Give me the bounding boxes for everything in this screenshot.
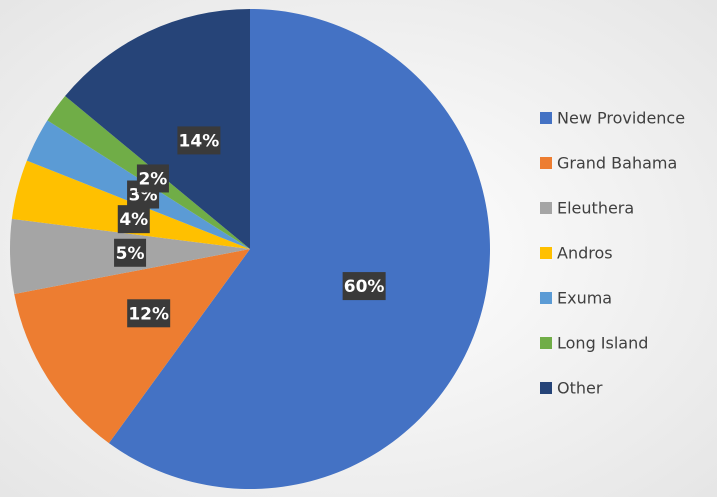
data-label-box [127,299,171,328]
legend-swatch [540,382,552,394]
data-label: 2% [138,169,167,189]
data-label: 4% [119,210,148,230]
legend-swatch [540,202,552,214]
legend-label: Grand Bahama [557,154,677,173]
legend-swatch [540,112,552,124]
legend-label: Long Island [557,334,648,353]
legend-label: Andros [557,244,613,263]
legend-swatch [540,157,552,169]
data-label: 12% [128,304,169,324]
legend-label: Exuma [557,289,612,308]
legend-label: Other [557,379,603,398]
data-label-box [117,205,150,234]
legend-label: New Providence [557,109,685,128]
pie-slice [14,249,251,444]
legend-swatch [540,337,552,349]
data-label-box [114,238,147,267]
data-label-box [136,164,169,193]
data-label: 14% [179,131,220,151]
data-label-box [177,126,221,155]
pie-slice [108,9,490,489]
legend-swatch [540,247,552,259]
data-label: 5% [116,244,145,264]
legend-swatch [540,292,552,304]
legend-label: Eleuthera [557,199,634,218]
pie-slice [65,9,251,249]
data-label: 60% [344,277,385,297]
data-label-box [342,272,386,301]
